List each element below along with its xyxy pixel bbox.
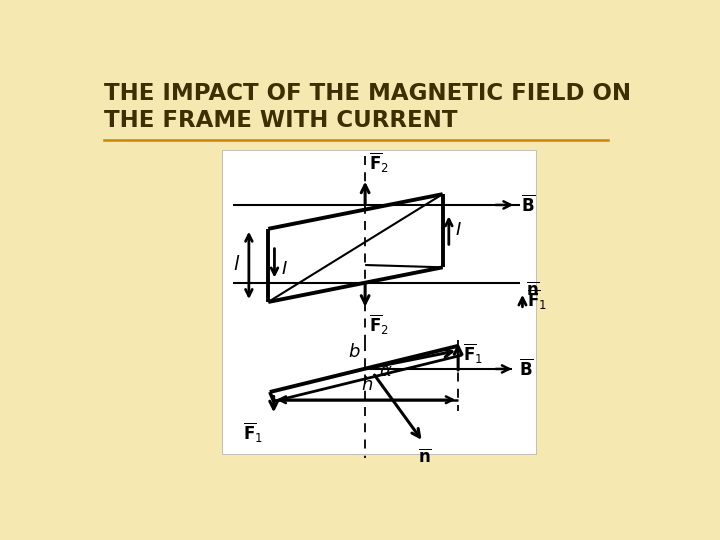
Text: $\alpha$: $\alpha$ bbox=[379, 362, 392, 380]
Text: $\overline{\mathbf{F}}_1$: $\overline{\mathbf{F}}_1$ bbox=[527, 288, 547, 313]
Text: $\overline{\mathbf{F}}_2$: $\overline{\mathbf{F}}_2$ bbox=[369, 151, 389, 175]
Text: THE IMPACT OF THE MAGNETIC FIELD ON: THE IMPACT OF THE MAGNETIC FIELD ON bbox=[104, 82, 631, 105]
Text: $I$: $I$ bbox=[455, 221, 462, 239]
Text: $h$: $h$ bbox=[361, 376, 374, 394]
Text: $\overline{\mathbf{F}}_1$: $\overline{\mathbf{F}}_1$ bbox=[243, 421, 263, 445]
Text: $\overline{\mathbf{n}}$: $\overline{\mathbf{n}}$ bbox=[526, 281, 539, 299]
Text: $\overline{\mathbf{B}}$: $\overline{\mathbf{B}}$ bbox=[518, 357, 534, 379]
Text: $l$: $l$ bbox=[233, 255, 240, 274]
Text: $\overline{\mathbf{n}}$: $\overline{\mathbf{n}}$ bbox=[418, 448, 432, 466]
Text: $I$: $I$ bbox=[281, 260, 287, 278]
Text: $\overline{\mathbf{B}}$: $\overline{\mathbf{B}}$ bbox=[521, 194, 536, 214]
Text: $\overline{\mathbf{F}}_2$: $\overline{\mathbf{F}}_2$ bbox=[369, 313, 389, 337]
Text: $\overline{\mathbf{F}}_1$: $\overline{\mathbf{F}}_1$ bbox=[463, 341, 482, 366]
Text: $b$: $b$ bbox=[348, 343, 361, 361]
Text: THE FRAME WITH CURRENT: THE FRAME WITH CURRENT bbox=[104, 110, 457, 132]
FancyBboxPatch shape bbox=[222, 150, 536, 454]
